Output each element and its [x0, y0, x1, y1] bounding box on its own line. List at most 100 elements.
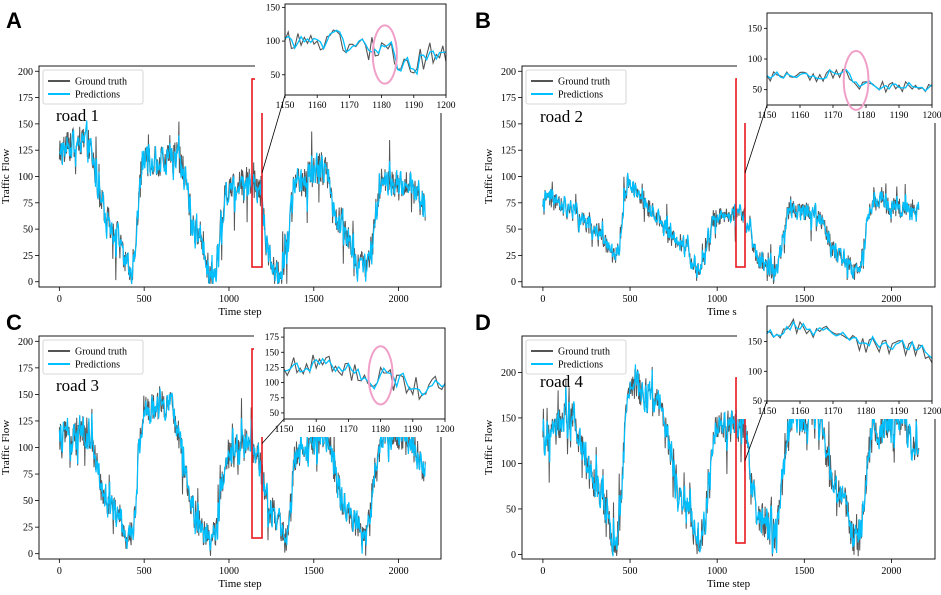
panel-c: C 0 500 1000 1500 2000 0 25 50 75 100 125 150 175 200 T… — [0, 310, 455, 590]
inset-x-tick-label: 1190 — [890, 111, 909, 121]
y-tick-label: 150 — [501, 413, 516, 424]
x-tick-label: 500 — [137, 294, 152, 305]
inset-x-tick-label: 1170 — [339, 425, 358, 435]
inset-background — [737, 304, 938, 419]
series-predictions — [58, 388, 426, 554]
inset-x-tick-label: 1200 — [436, 425, 455, 435]
inset-y-tick-label: 175 — [265, 333, 280, 343]
x-tick-label: 1000 — [707, 566, 727, 577]
inset-y-tick-label: 100 — [748, 367, 763, 377]
panel-letter: B — [475, 8, 491, 33]
inset-x-tick-label: 1160 — [791, 111, 810, 121]
y-tick-label: 200 — [18, 337, 33, 348]
y-tick-label: 175 — [18, 93, 33, 104]
inset: 1150 1160 1170 1180 1190 1200 50 100 150 — [737, 304, 941, 461]
road-label: road 2 — [540, 107, 583, 126]
y-axis-label: Traffic Flow — [0, 149, 12, 204]
y-tick-label: 125 — [18, 146, 33, 157]
legend-entry: Ground truth — [558, 347, 610, 358]
y-axis-label: Traffic Flow — [483, 420, 495, 475]
inset-connector — [744, 400, 768, 461]
x-tick-label: 0 — [540, 294, 545, 305]
inset-background — [737, 11, 938, 123]
y-tick-label: 150 — [501, 119, 516, 130]
panel-letter: D — [475, 310, 491, 335]
y-tick-label: 50 — [23, 496, 33, 507]
y-tick-label: 175 — [501, 93, 516, 104]
y-tick-label: 0 — [511, 277, 516, 288]
inset-y-tick-label: 100 — [748, 55, 763, 65]
inset-x-tick-label: 1200 — [923, 407, 941, 417]
y-tick-label: 150 — [18, 119, 33, 130]
inset-x-tick-label: 1170 — [824, 111, 843, 121]
inset-x-tick-label: 1170 — [824, 407, 843, 417]
x-tick-label: 0 — [57, 566, 62, 577]
inset-connector — [261, 94, 286, 174]
y-tick-label: 50 — [23, 225, 33, 236]
inset-series-predictions — [284, 357, 446, 397]
legend-box — [42, 339, 144, 375]
x-axis-label: Time step — [707, 578, 751, 590]
highlight-circle — [371, 24, 398, 85]
y-tick-label: 0 — [28, 277, 33, 288]
inset-x-tick-label: 1200 — [437, 101, 456, 111]
inset: 1150 1160 1170 1180 1190 1200 50 100 150 — [737, 11, 941, 174]
y-tick-label: 100 — [501, 172, 516, 183]
highlight-circle — [367, 345, 394, 406]
inset-x-tick-label: 1170 — [340, 101, 359, 111]
x-tick-label: 1500 — [794, 566, 814, 577]
x-tick-label: 500 — [137, 566, 152, 577]
legend-entry: Predictions — [75, 90, 120, 101]
inset-background — [254, 326, 451, 437]
x-tick-label: 2000 — [389, 566, 409, 577]
inset-series-predictions — [284, 29, 447, 76]
inset-y-tick-label: 150 — [748, 338, 763, 348]
x-tick-label: 1000 — [219, 294, 239, 305]
legend-entry: Ground truth — [75, 77, 127, 88]
inset-y-tick-label: 50 — [753, 86, 763, 96]
inset-x-tick-label: 1150 — [276, 101, 295, 111]
inset-y-tick-label: 100 — [266, 37, 281, 47]
y-tick-label: 0 — [28, 549, 33, 560]
x-axis-label: Time step — [218, 306, 262, 318]
inset-x-tick-label: 1160 — [307, 425, 326, 435]
inset-y-tick-label: 125 — [265, 363, 280, 373]
y-tick-label: 200 — [501, 368, 516, 379]
panel-a: A 0 500 1000 1500 2000 0 25 50 75 100 125 150 175 200 T… — [0, 2, 456, 318]
inset-connector — [261, 418, 285, 444]
panel-letter: A — [6, 8, 22, 33]
y-tick-label: 50 — [506, 504, 516, 515]
inset-series-predictions — [766, 68, 933, 92]
inset-x-tick-label: 1150 — [758, 407, 777, 417]
y-tick-label: 125 — [501, 146, 516, 157]
y-tick-label: 75 — [23, 198, 33, 209]
inset-x-tick-label: 1160 — [308, 101, 327, 111]
inset-x-tick-label: 1180 — [857, 407, 876, 417]
series-ground-truth — [542, 173, 920, 284]
inset-x-tick-label: 1150 — [275, 425, 294, 435]
inset-x-tick-label: 1190 — [890, 407, 909, 417]
y-tick-label: 0 — [511, 550, 516, 561]
inset-x-tick-label: 1190 — [403, 425, 422, 435]
inset-frame — [766, 305, 933, 402]
y-tick-label: 50 — [506, 225, 516, 236]
legend-box — [42, 69, 144, 105]
inset-y-tick-label: 50 — [271, 71, 281, 81]
y-tick-label: 200 — [18, 67, 33, 78]
inset-x-tick-label: 1180 — [857, 111, 876, 121]
y-tick-label: 175 — [18, 363, 33, 374]
legend: Ground truth Predictions — [525, 339, 627, 375]
inset-x-tick-label: 1180 — [371, 425, 390, 435]
inset: 1150 1160 1170 1180 1190 1200 50 75 100 125 150 175 — [254, 326, 455, 444]
road-label: road 4 — [540, 372, 583, 391]
x-tick-label: 2000 — [881, 566, 901, 577]
inset-y-tick-label: 100 — [265, 379, 280, 389]
series-predictions — [59, 120, 426, 284]
legend: Ground truth Predictions — [525, 69, 627, 105]
inset-y-tick-label: 75 — [270, 394, 280, 404]
y-tick-label: 125 — [18, 416, 33, 427]
legend: Ground truth Predictions — [42, 339, 144, 375]
road-label: road 3 — [56, 376, 99, 395]
y-tick-label: 100 — [18, 443, 33, 454]
